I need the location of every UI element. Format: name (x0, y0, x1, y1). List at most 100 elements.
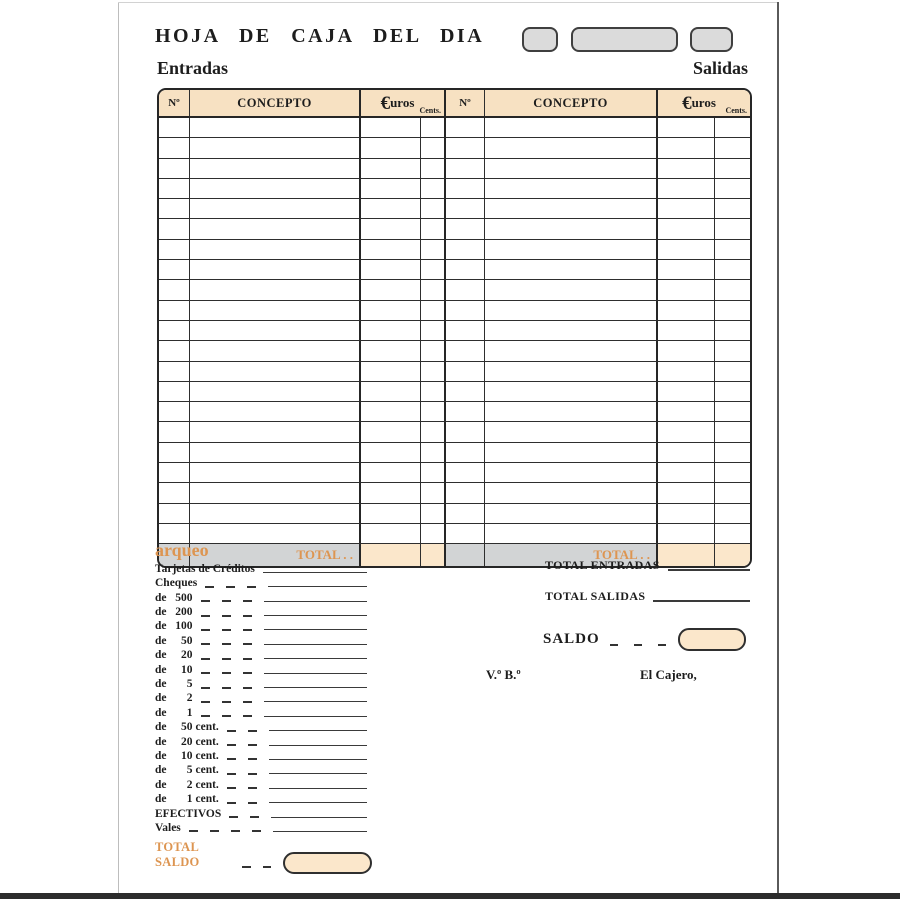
table-row (159, 442, 750, 464)
table-cell (159, 523, 190, 544)
arqueo-denomination: 20 (181, 735, 193, 748)
table-cell (485, 442, 658, 463)
arqueo-row: EFECTIVOS (155, 807, 367, 821)
table-row (159, 300, 750, 321)
saldo-field (677, 628, 747, 651)
table-cell (715, 483, 750, 502)
arqueo-label: de (155, 591, 167, 604)
table-cell (361, 178, 421, 199)
table-body (159, 118, 750, 545)
table-cell (159, 300, 190, 320)
arqueo-label: de (155, 793, 167, 806)
arqueo-row: de 20 cent. (155, 735, 367, 749)
table-cell (715, 382, 750, 401)
table-cell (190, 503, 361, 523)
arqueo-label: de (155, 721, 167, 734)
table-cell (715, 159, 750, 178)
arqueo-row: de 2 cent. (155, 778, 367, 792)
total-euros-cell-salidas (658, 544, 715, 567)
table-cell (159, 503, 190, 523)
table-row (159, 341, 750, 362)
table-cell (715, 301, 750, 320)
arqueo-label: de (155, 606, 167, 619)
table-cell (658, 402, 715, 422)
table-cell (421, 463, 446, 483)
table-cell (159, 402, 190, 422)
table-cell (715, 280, 750, 299)
table-cell (658, 239, 715, 260)
dash-mark (205, 585, 215, 588)
arqueo-row: de 100 (155, 620, 367, 634)
table-cell (446, 503, 485, 523)
table-cell (715, 118, 750, 137)
table-cell (159, 320, 190, 341)
table-cell (361, 219, 421, 239)
table-cell (658, 300, 715, 320)
table-row (159, 199, 750, 220)
table-cell (658, 138, 715, 158)
dash-mark (242, 643, 252, 646)
total-cents-cell-salidas (715, 544, 750, 567)
arqueo-row: de 5 cent. (155, 763, 367, 777)
dash-mark (242, 672, 252, 675)
table-cell (658, 260, 715, 280)
arqueo-unit: cent. (195, 778, 219, 791)
fill-line (263, 687, 367, 689)
cents-header-salidas: Cents. (725, 106, 747, 115)
dash-mark (262, 866, 272, 868)
table-cell (485, 320, 658, 341)
entradas-label: Entradas (157, 58, 229, 78)
dash-mark (247, 585, 257, 588)
dash-mark (226, 787, 236, 790)
table-cell (159, 260, 190, 280)
arqueo-denomination: 50 (181, 634, 193, 647)
table-cell (446, 483, 485, 503)
dash-mark (221, 672, 231, 675)
dash-mark (247, 758, 257, 761)
dash-mark (226, 744, 236, 747)
arqueo-label: de (155, 620, 167, 633)
fill-line (268, 802, 367, 804)
table-cell (658, 199, 715, 219)
table-cell (190, 138, 361, 158)
table-cell (190, 199, 361, 219)
table-cell (446, 118, 485, 138)
table-row (159, 118, 750, 139)
fill-line (263, 715, 367, 717)
num-header-entradas: Nº (159, 90, 190, 116)
table-row (159, 463, 750, 484)
arqueo-denomination: 200 (175, 606, 193, 619)
dash-mark (657, 644, 666, 646)
table-cell (485, 381, 658, 402)
dash-mark (200, 614, 210, 617)
table-row (159, 178, 750, 200)
table-cell (715, 463, 750, 482)
table-cell (485, 199, 658, 219)
table-cell (485, 422, 658, 442)
table-cell (159, 219, 190, 239)
dash-mark (200, 600, 210, 603)
table-cell (658, 381, 715, 402)
table-cell (159, 341, 190, 361)
total-salidas-label: TOTAL SALIDAS (545, 589, 646, 603)
table-cell (715, 504, 750, 523)
table-cell (361, 118, 421, 138)
arqueo-row: de 1 (155, 706, 367, 720)
table-cell (361, 503, 421, 523)
table-cell (190, 219, 361, 239)
table-cell (190, 402, 361, 422)
table-cell (159, 178, 190, 199)
arqueo-denomination: 10 (181, 749, 193, 762)
table-cell (361, 341, 421, 361)
top-field-large (571, 27, 678, 52)
table-cell (658, 118, 715, 138)
euro-symbol: € (682, 92, 692, 114)
dash-mark (200, 657, 210, 660)
section-labels: Entradas Salidas (157, 58, 748, 79)
arqueo-denomination: 100 (175, 620, 193, 633)
arqueo-label: de (155, 778, 167, 791)
table-cell (361, 523, 421, 544)
dash-mark (221, 600, 231, 603)
fill-line (263, 600, 367, 602)
table-cell (190, 158, 361, 178)
